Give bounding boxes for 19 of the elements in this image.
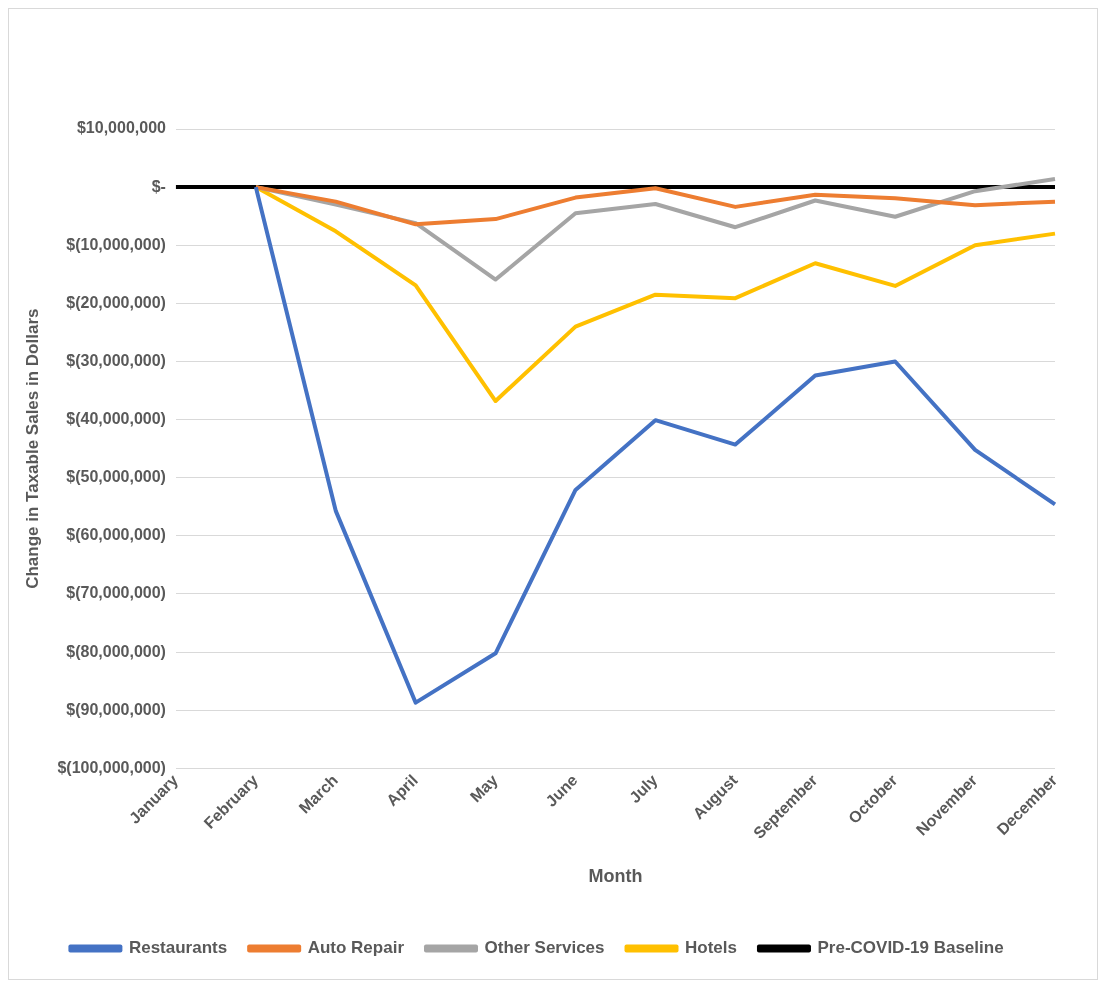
y-tick-label: $(10,000,000): [66, 235, 166, 253]
y-tick-label: $(20,000,000): [66, 293, 166, 311]
y-tick-label: $(100,000,000): [57, 758, 166, 776]
y-tick-label: $(30,000,000): [66, 351, 166, 369]
y-tick-label: $(50,000,000): [66, 468, 166, 486]
legend-label: Restaurants: [128, 938, 228, 958]
legend-label: Auto Repair: [307, 938, 405, 958]
y-tick-label: $10,000,000: [76, 119, 167, 137]
y-tick-label: $(60,000,000): [66, 526, 166, 544]
y-tick-label: $(70,000,000): [66, 584, 166, 602]
x-axis-title: Month: [588, 866, 643, 887]
y-tick-label: $(90,000,000): [66, 700, 166, 718]
legend-label: Other Services: [484, 938, 605, 958]
legend-label: Pre-COVID-19 Baseline: [817, 938, 1004, 958]
y-tick-label: $-: [151, 177, 166, 195]
legend-label: Hotels: [685, 938, 737, 958]
y-tick-label: $(80,000,000): [66, 642, 166, 660]
y-tick-label: $(40,000,000): [66, 410, 166, 428]
y-axis-title: Change in Taxable Sales in Dollars: [22, 308, 42, 589]
